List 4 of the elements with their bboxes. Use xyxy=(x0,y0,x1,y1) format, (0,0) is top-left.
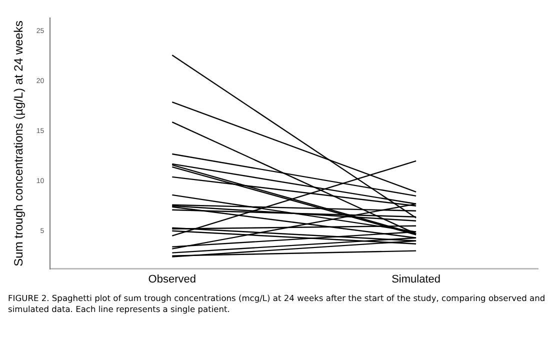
x-tick-label: Simulated xyxy=(392,273,441,286)
y-axis-title: Sum trough concentrations (µg/L) at 24 weeks xyxy=(12,20,26,266)
x-tick-label: Observed xyxy=(148,273,196,286)
caption: FIGURE 2. Spaghetti plot of sum trough concentrations (mcg/L) at 24 weeks after the start of the study, comparing observed and simulated data. Each line represents a single patient. xyxy=(8,293,546,315)
